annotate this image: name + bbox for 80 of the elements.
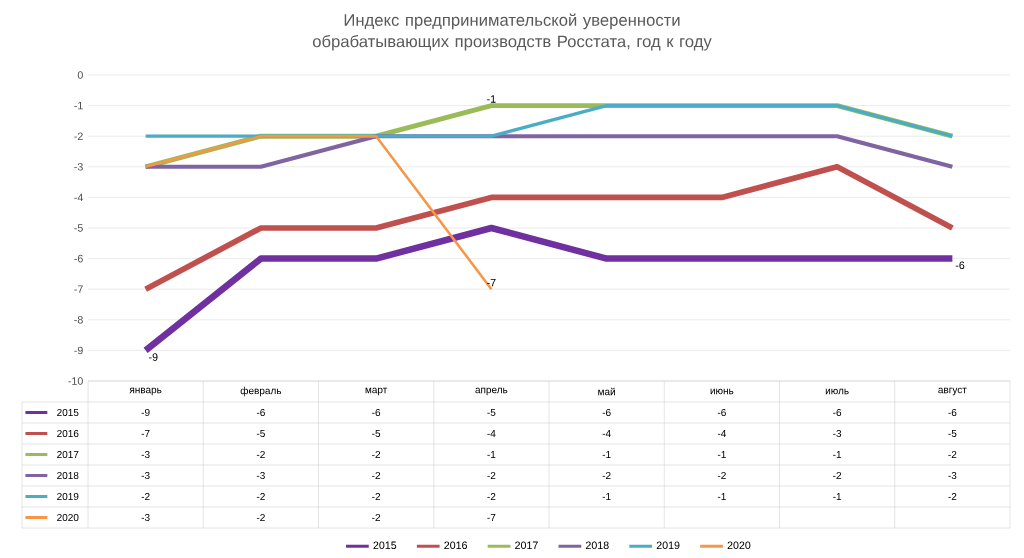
data-label: -2	[256, 493, 265, 501]
text: 2018	[585, 541, 609, 550]
data-label: -2	[487, 493, 496, 501]
data-label: -2	[833, 472, 842, 479]
data-label: -2	[717, 472, 726, 479]
data-label: -3	[141, 450, 150, 459]
data-label: -4	[717, 430, 727, 437]
data-label: -1	[717, 451, 726, 458]
data-label: -2	[372, 472, 381, 479]
data-label: -5	[256, 430, 265, 438]
data-label: -6	[717, 408, 726, 417]
data-label: -5	[487, 409, 496, 416]
data-label: -2	[256, 514, 265, 521]
data-label: -2	[487, 472, 496, 479]
y-tick-label: -6	[74, 254, 83, 263]
data-label: -1	[833, 493, 842, 500]
y-tick-label: -10	[68, 377, 83, 385]
legend-label: 2018	[57, 471, 79, 480]
annotation: -9	[149, 353, 158, 361]
text: 2015	[373, 541, 397, 550]
x-tick-label: май	[598, 387, 615, 396]
annotation: -6	[955, 261, 965, 270]
data-label: -2	[256, 451, 265, 458]
data-label: -2	[372, 451, 381, 458]
legend-label: 2016	[57, 429, 79, 438]
legend-label: 2020	[57, 513, 79, 522]
data-label: -2	[602, 472, 611, 479]
legend-label: 2015	[57, 408, 79, 417]
y-tick-label: -2	[74, 132, 83, 140]
data-label: -3	[256, 471, 265, 480]
data-label: -7	[141, 430, 150, 437]
data-label: -6	[256, 408, 265, 417]
data-label: -3	[833, 429, 842, 438]
data-label: -2	[948, 451, 957, 458]
y-tick-label: -1	[74, 101, 83, 110]
text: 2019	[656, 541, 680, 550]
data-label: -2	[948, 493, 957, 501]
data-label: -1	[487, 451, 496, 458]
x-tick-label: июль	[825, 388, 849, 395]
data-label: -2	[372, 514, 381, 521]
data-label: -7	[487, 514, 496, 521]
data-label: -6	[602, 408, 611, 417]
y-tick-label: 0	[77, 71, 83, 79]
text: 2017	[515, 541, 538, 550]
y-tick-label: -7	[74, 285, 83, 293]
data-label: -2	[141, 493, 150, 501]
legend-label: 2019	[57, 492, 79, 501]
chart-title: Индекс предпринимательской уверенности обрабатывающих производств Росстата, год к году	[312, 13, 712, 51]
annotation: -7	[487, 278, 496, 287]
y-tick-label: -5	[74, 224, 83, 232]
text: 2020	[727, 541, 751, 550]
data-label: -3	[141, 471, 150, 480]
data-label: -1	[717, 493, 726, 500]
legend-label: 2017	[57, 450, 79, 459]
y-tick-label: -9	[74, 346, 83, 355]
data-label: -6	[948, 408, 957, 417]
data-label: -3	[141, 513, 150, 522]
x-tick-label: январь	[129, 387, 162, 396]
data-label: -6	[372, 408, 381, 417]
data-label: -2	[372, 493, 381, 501]
data-label: -4	[602, 430, 611, 437]
data-label: -1	[602, 451, 611, 458]
data-label: -5	[948, 430, 957, 438]
annotation: -1	[487, 95, 496, 103]
data-label: -1	[833, 451, 842, 458]
text: 2016	[444, 541, 468, 550]
data-label: -1	[602, 493, 611, 500]
data-label: -5	[372, 430, 381, 438]
x-tick-label: март	[365, 387, 388, 396]
x-tick-label: июнь	[710, 388, 734, 395]
data-label: -3	[948, 471, 957, 480]
data-label: -4	[487, 430, 496, 437]
x-tick-label: август	[938, 387, 967, 396]
y-tick-label: -3	[74, 163, 83, 171]
data-label: -9	[141, 408, 150, 417]
x-tick-label: апрель	[475, 387, 508, 396]
y-tick-label: -8	[74, 316, 83, 324]
data-label: -6	[833, 408, 842, 417]
x-tick-label: февраль	[240, 386, 282, 397]
y-tick-label: -4	[74, 193, 83, 202]
